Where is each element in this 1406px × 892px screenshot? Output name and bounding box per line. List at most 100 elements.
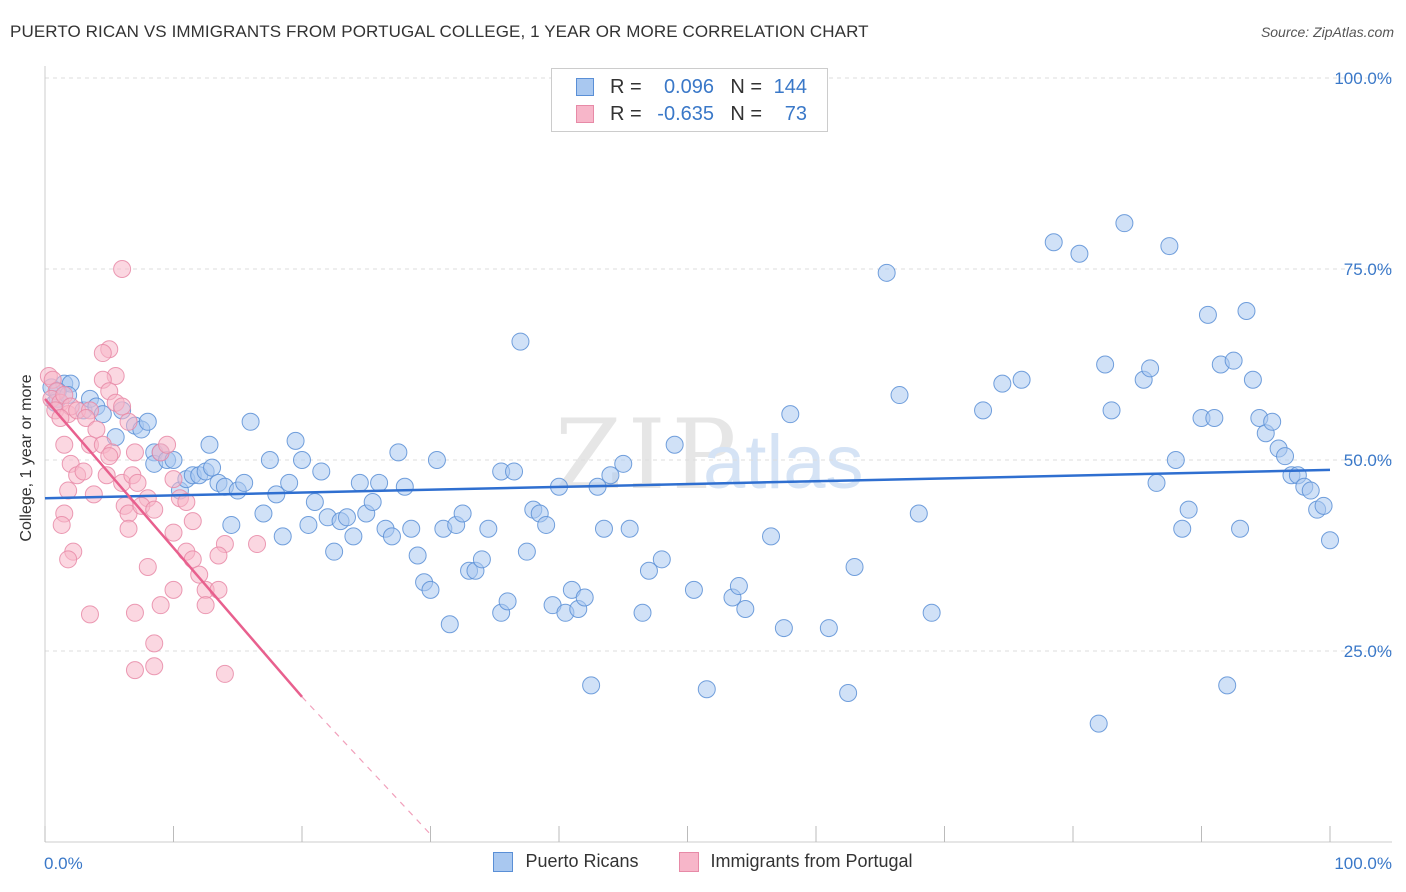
- point-puerto-ricans: [337, 508, 356, 527]
- gridlines: [45, 77, 1392, 652]
- legend-n-label: N =: [730, 102, 762, 125]
- point-puerto-ricans: [1173, 519, 1192, 538]
- legend-swatch-blue: [576, 78, 594, 96]
- trend-line: [44, 398, 303, 698]
- point-immigrants-portugal: [151, 596, 170, 615]
- point-puerto-ricans: [350, 473, 369, 492]
- point-puerto-ricans: [517, 542, 536, 561]
- point-puerto-ricans: [601, 466, 620, 485]
- point-puerto-ricans: [427, 451, 446, 469]
- point-puerto-ricans: [260, 451, 279, 469]
- point-puerto-ricans: [453, 504, 472, 523]
- point-puerto-ricans: [594, 519, 613, 538]
- point-immigrants-portugal: [87, 420, 106, 439]
- point-puerto-ricans: [922, 603, 941, 622]
- point-puerto-ricans: [280, 473, 299, 492]
- point-immigrants-portugal: [84, 485, 103, 504]
- point-puerto-ricans: [974, 401, 993, 420]
- point-immigrants-portugal: [74, 462, 93, 481]
- point-puerto-ricans: [402, 519, 421, 538]
- point-puerto-ricans: [639, 561, 658, 580]
- point-puerto-ricans: [819, 619, 838, 638]
- point-puerto-ricans: [325, 542, 344, 561]
- point-immigrants-portugal: [177, 493, 196, 512]
- tick-labels: 25.0% 50.0% 75.0% 100.0% 0.0% 100.0%: [44, 69, 1392, 873]
- point-immigrants-portugal: [100, 447, 119, 466]
- point-immigrants-portugal: [125, 443, 144, 462]
- point-puerto-ricans: [305, 493, 324, 512]
- point-puerto-ricans: [620, 519, 639, 538]
- point-puerto-ricans: [363, 493, 382, 512]
- legend-r-value: 0.096: [663, 75, 714, 98]
- point-immigrants-portugal: [215, 664, 234, 683]
- point-puerto-ricans: [421, 580, 440, 599]
- point-immigrants-portugal: [80, 605, 99, 624]
- point-immigrants-portugal: [183, 550, 202, 569]
- point-immigrants-portugal: [145, 500, 164, 519]
- legend-r-label: R =: [610, 75, 642, 98]
- point-puerto-ricans: [781, 405, 800, 424]
- point-puerto-ricans: [582, 676, 601, 695]
- y-tick-label: 50.0%: [1344, 451, 1392, 470]
- legend-item-immigrants-portugal: Immigrants from Portugal: [678, 851, 913, 872]
- point-puerto-ricans: [1141, 359, 1160, 378]
- point-puerto-ricans: [877, 263, 896, 282]
- legend-swatch-pink: [576, 105, 594, 123]
- point-puerto-ricans: [729, 577, 748, 596]
- point-puerto-ricans: [665, 435, 684, 454]
- point-immigrants-portugal: [138, 557, 157, 576]
- watermark-atlas: atlas: [703, 420, 864, 505]
- legend-label-puerto-ricans: Puerto Ricans: [525, 851, 639, 871]
- point-puerto-ricans: [286, 431, 305, 450]
- point-puerto-ricans: [993, 374, 1012, 393]
- point-puerto-ricans: [1044, 233, 1063, 252]
- point-puerto-ricans: [505, 462, 524, 481]
- point-puerto-ricans: [1276, 447, 1295, 466]
- axes: [44, 66, 1392, 843]
- legend-n-label: N =: [730, 75, 762, 98]
- point-immigrants-portugal: [119, 519, 138, 538]
- point-puerto-ricans: [684, 580, 703, 599]
- point-immigrants-portugal: [164, 470, 183, 489]
- watermark-zip: ZIP: [555, 399, 742, 511]
- x-tick-label: 0.0%: [44, 854, 83, 873]
- point-immigrants-portugal: [190, 565, 209, 584]
- trend-lines: [44, 398, 1331, 835]
- point-puerto-ricans: [312, 462, 331, 481]
- legend-n-value: 144: [773, 75, 807, 98]
- point-puerto-ricans: [697, 680, 716, 699]
- point-puerto-ricans: [254, 504, 273, 523]
- point-puerto-ricans: [498, 592, 517, 611]
- point-puerto-ricans: [472, 550, 491, 569]
- series-legend: Puerto Ricans Immigrants from Portugal: [0, 851, 1406, 872]
- point-puerto-ricans: [909, 504, 928, 523]
- point-puerto-ricans: [200, 435, 219, 454]
- point-immigrants-portugal: [97, 466, 116, 485]
- trend-line-extension: [301, 696, 431, 835]
- point-puerto-ricans: [222, 515, 241, 534]
- point-puerto-ricans: [845, 557, 864, 576]
- point-puerto-ricans: [1166, 451, 1185, 469]
- point-puerto-ricans: [1070, 244, 1089, 263]
- point-puerto-ricans: [1321, 531, 1339, 550]
- legend-label-immigrants-portugal: Immigrants from Portugal: [710, 851, 913, 871]
- legend-swatch-pink: [678, 851, 699, 872]
- point-puerto-ricans: [395, 477, 414, 496]
- point-puerto-ricans: [774, 619, 793, 638]
- point-puerto-ricans: [633, 603, 652, 622]
- point-puerto-ricans: [344, 527, 363, 546]
- point-puerto-ricans: [440, 615, 459, 634]
- point-puerto-ricans: [1237, 302, 1256, 321]
- point-puerto-ricans: [1179, 500, 1198, 519]
- legend-item-puerto-ricans: Puerto Ricans: [493, 851, 639, 872]
- point-immigrants-portugal: [158, 435, 177, 454]
- point-puerto-ricans: [1096, 355, 1115, 374]
- point-immigrants-portugal: [113, 260, 132, 278]
- point-puerto-ricans: [370, 473, 389, 492]
- point-puerto-ricans: [1314, 496, 1333, 515]
- point-puerto-ricans: [479, 519, 498, 538]
- point-puerto-ricans: [511, 332, 530, 351]
- point-puerto-ricans: [203, 458, 222, 477]
- point-puerto-ricans: [1205, 408, 1224, 427]
- trend-line: [44, 468, 1331, 500]
